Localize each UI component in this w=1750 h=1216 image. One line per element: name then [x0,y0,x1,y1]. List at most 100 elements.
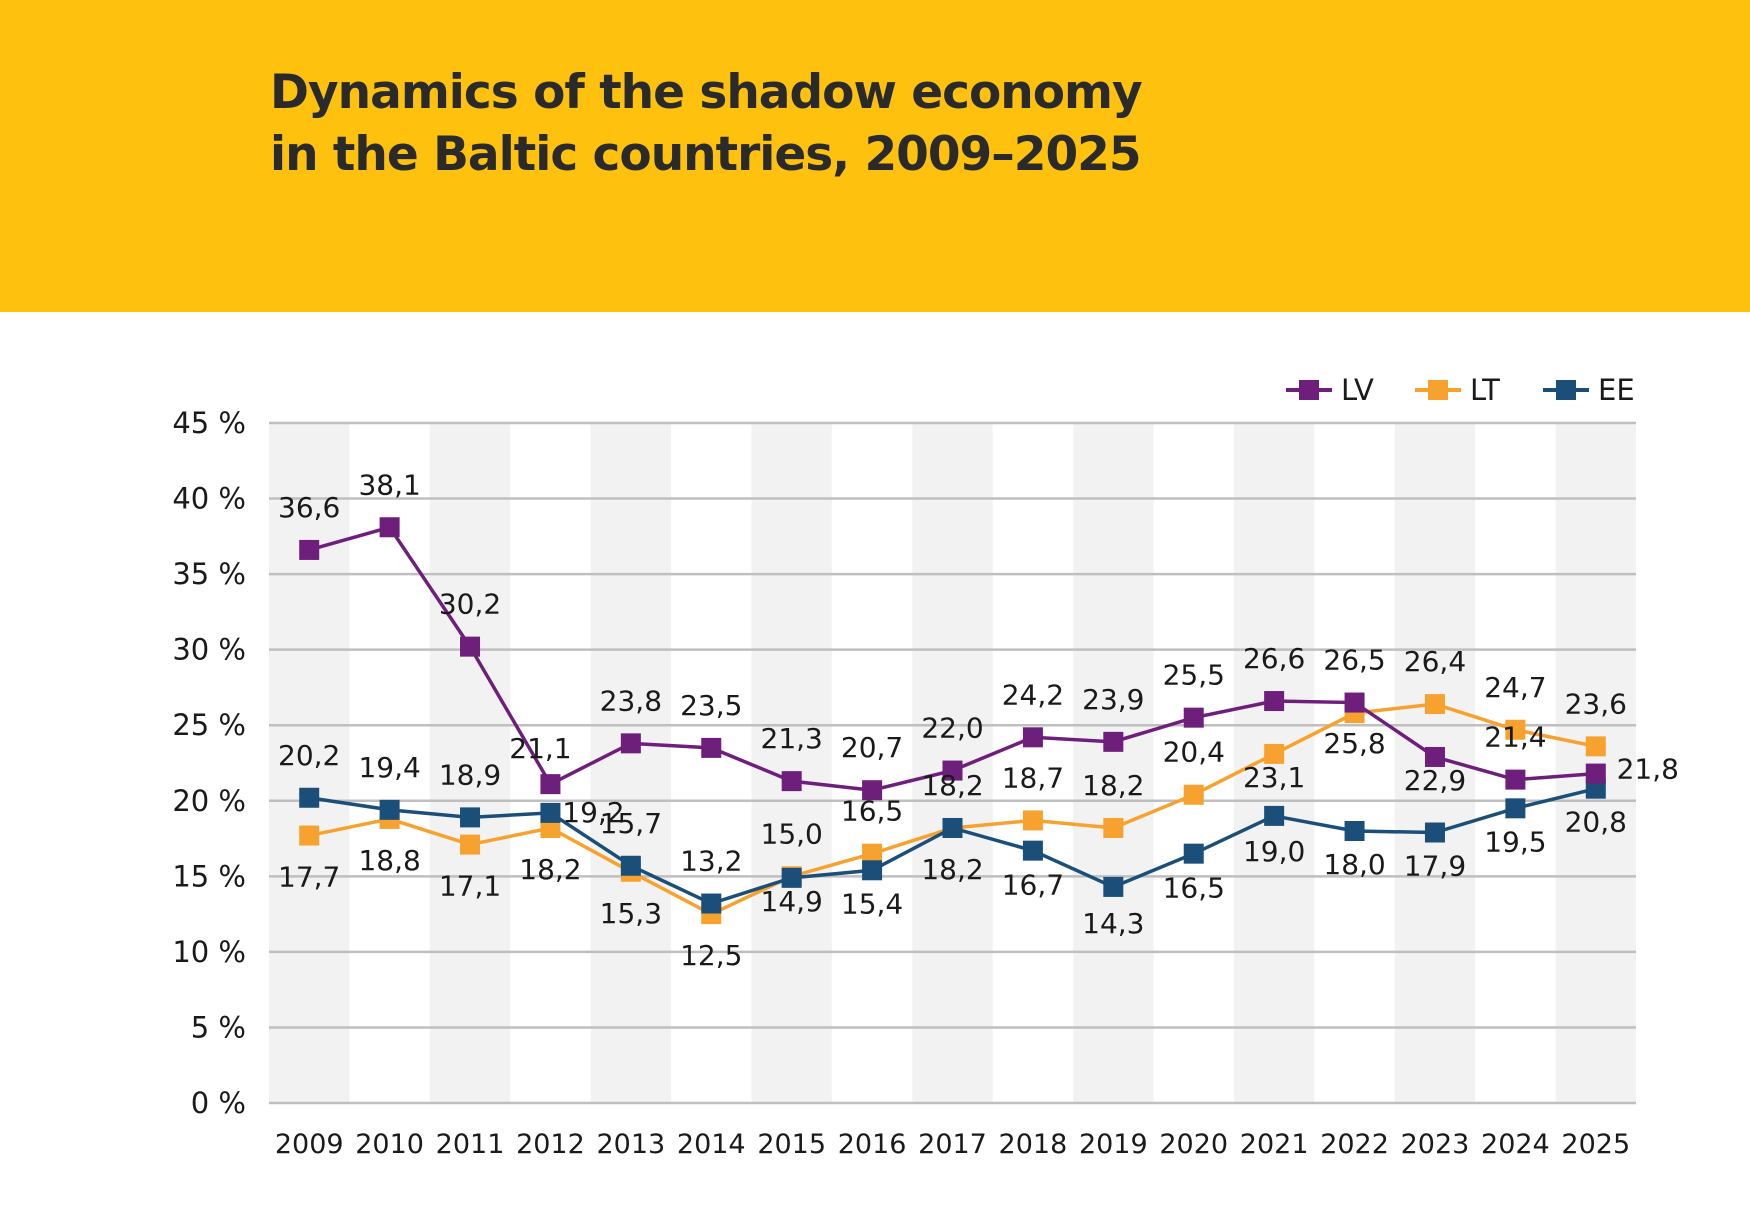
legend-label-lv: LV [1341,373,1374,407]
data-label-ee: 16,5 [1163,872,1225,905]
data-point-lt [1424,694,1445,715]
data-label-lt: 18,2 [1082,769,1144,802]
legend-marker-lv [1299,380,1319,400]
x-tick-label: 2010 [355,1129,424,1160]
y-tick-label: 30 % [172,633,246,667]
data-point-lv [299,539,320,560]
data-label-lv: 25,5 [1163,659,1225,692]
x-tick-label: 2013 [596,1129,665,1160]
data-point-lt [460,834,481,855]
chart-title: Dynamics of the shadow economy in the Ba… [270,62,1143,186]
data-point-ee [942,817,963,838]
data-label-lv: 20,7 [841,731,903,764]
data-point-ee [460,807,481,828]
data-point-ee [540,802,561,823]
data-label-lt: 26,4 [1404,645,1466,678]
data-label-ee: 16,7 [1002,869,1064,902]
data-label-lt: 18,2 [921,769,983,802]
y-tick-label: 20 % [172,784,246,818]
data-point-lv [620,733,641,754]
data-label-ee: 19,2 [562,796,624,829]
legend-marker-ee [1556,380,1576,400]
x-tick-label: 2015 [757,1129,826,1160]
data-label-lv: 36,6 [278,491,340,524]
x-tick-label: 2014 [677,1129,746,1160]
data-label-lv: 26,6 [1243,642,1305,675]
data-point-lv [1344,692,1365,713]
x-tick-label: 2024 [1481,1129,1550,1160]
data-label-ee: 14,9 [761,885,823,918]
data-label-lt: 23,6 [1565,687,1627,720]
x-tick-label: 2020 [1159,1129,1228,1160]
legend-label-lt: LT [1470,373,1500,407]
data-point-ee [1264,805,1285,826]
y-tick-label: 5 % [191,1010,246,1044]
data-label-lt: 25,8 [1323,727,1385,760]
data-label-ee: 19,0 [1243,835,1305,868]
data-point-lt [1585,736,1606,757]
data-point-lv [1424,746,1445,767]
data-label-lv: 30,2 [439,588,501,621]
y-tick-label: 35 % [172,557,246,591]
data-point-ee [781,867,802,888]
y-tick-label: 45 % [172,406,246,440]
data-label-lt: 24,7 [1484,671,1546,704]
column-band [429,423,511,1103]
data-label-lt: 18,2 [519,853,581,886]
data-point-ee [862,860,883,881]
data-label-ee: 20,8 [1565,806,1627,839]
x-tick-label: 2019 [1079,1129,1148,1160]
data-point-lv [1264,691,1285,712]
data-label-ee: 19,4 [358,751,420,784]
data-label-ee: 18,0 [1323,848,1385,881]
data-point-ee [1344,821,1365,841]
x-tick-label: 2023 [1401,1129,1470,1160]
data-label-ee: 18,9 [439,758,501,791]
header-banner [0,0,1750,312]
data-point-lt [1264,743,1285,764]
data-point-lv [862,780,883,801]
data-label-ee: 18,2 [921,853,983,886]
column-band [1555,423,1636,1103]
data-label-lv: 23,8 [600,684,662,717]
data-label-lv: 21,4 [1484,721,1546,754]
column-band [751,423,832,1103]
data-label-lv: 21,3 [761,722,823,755]
data-label-ee: 17,9 [1404,850,1466,883]
data-label-lt: 17,1 [439,870,501,903]
data-label-ee: 20,2 [278,739,340,772]
column-band [590,423,672,1103]
data-point-ee [299,787,320,808]
data-point-lt [862,843,883,864]
y-tick-label: 25 % [172,708,246,742]
x-tick-label: 2018 [999,1129,1068,1160]
data-point-lv [1022,727,1043,748]
x-tick-label: 2017 [918,1129,987,1160]
x-tick-label: 2021 [1240,1129,1309,1160]
column-band [1073,423,1154,1103]
data-point-lv [942,760,963,781]
data-label-lv: 22,9 [1404,764,1466,797]
chart-title-line-2: in the Baltic countries, 2009–2025 [270,127,1142,182]
data-label-lt: 12,5 [680,939,742,972]
data-point-ee [1424,822,1445,843]
data-label-ee: 15,4 [841,887,903,920]
data-label-lt: 16,5 [841,795,903,828]
data-label-lt: 15,0 [761,817,823,850]
data-point-ee [1585,778,1606,799]
column-band [269,423,350,1103]
data-label-lv: 24,2 [1002,678,1064,711]
data-point-lv [781,771,802,792]
legend-label-ee: EE [1598,373,1635,407]
data-point-lt [299,825,320,846]
y-tick-label: 40 % [172,482,246,516]
data-point-lt [1183,784,1204,805]
x-tick-label: 2011 [436,1129,505,1160]
data-label-ee: 19,5 [1484,825,1546,858]
data-point-ee [1022,840,1043,861]
x-tick-label: 2016 [838,1129,907,1160]
x-tick-label: 2022 [1320,1129,1389,1160]
data-label-lv: 22,0 [921,712,983,745]
data-point-lv [701,737,722,758]
data-point-ee [1505,798,1526,819]
